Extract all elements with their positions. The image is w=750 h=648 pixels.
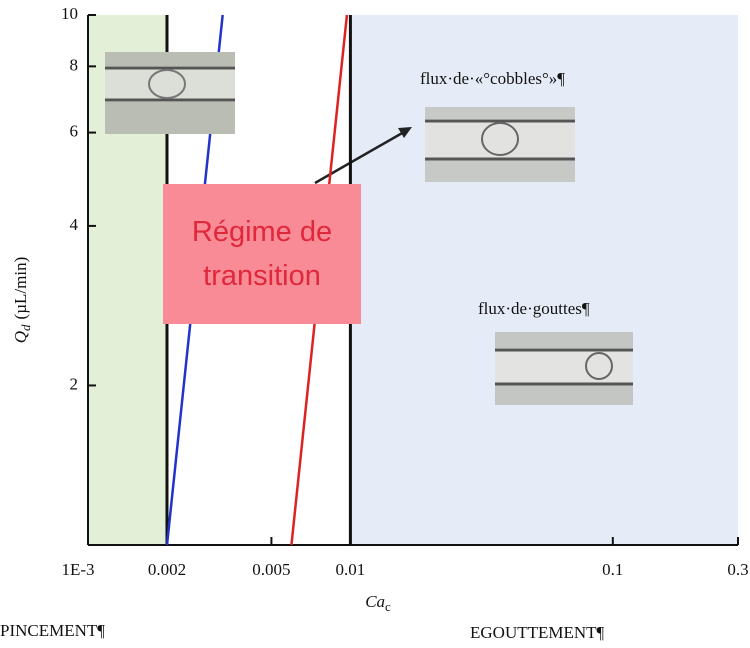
y-axis-label: Qd (µL/min): [11, 257, 33, 343]
x-tick-label: 0.1: [602, 560, 623, 579]
region-label: Régime de transition: [163, 184, 361, 324]
y-tick-label: 6: [70, 121, 79, 140]
x-tick-label: 0.002: [148, 560, 186, 579]
x-tick-label: 1E-3: [61, 560, 94, 579]
y-label-sub: d: [18, 324, 33, 331]
x-tick-label: 0.3: [727, 560, 748, 579]
y-label-main: Q: [11, 331, 30, 343]
x-tick-label: 0.005: [252, 560, 290, 579]
arrow-head: [398, 127, 412, 138]
x-tick-label: 0.01: [336, 560, 366, 579]
annotation: flux·de·«°cobbles°»¶: [420, 69, 565, 88]
region-label: PINCEMENT¶: [0, 621, 105, 640]
x-axis-label: Cac: [365, 592, 391, 614]
micrograph: [105, 52, 235, 134]
micrograph: [425, 107, 575, 182]
y-label-unit: (µL/min): [11, 257, 30, 320]
annotation: flux·de·gouttes¶: [478, 299, 590, 318]
micrographs: [105, 52, 633, 405]
y-tick-label: 4: [70, 215, 79, 234]
x-label-sub: c: [385, 599, 391, 614]
y-tick-label: 2: [70, 374, 79, 393]
region: [350, 15, 738, 545]
y-tick-label: 10: [61, 4, 78, 23]
micrograph: [495, 332, 633, 405]
x-label-main: Ca: [365, 592, 385, 611]
region-label: EGOUTTEMENT¶: [470, 623, 605, 642]
y-tick-label: 8: [70, 55, 79, 74]
